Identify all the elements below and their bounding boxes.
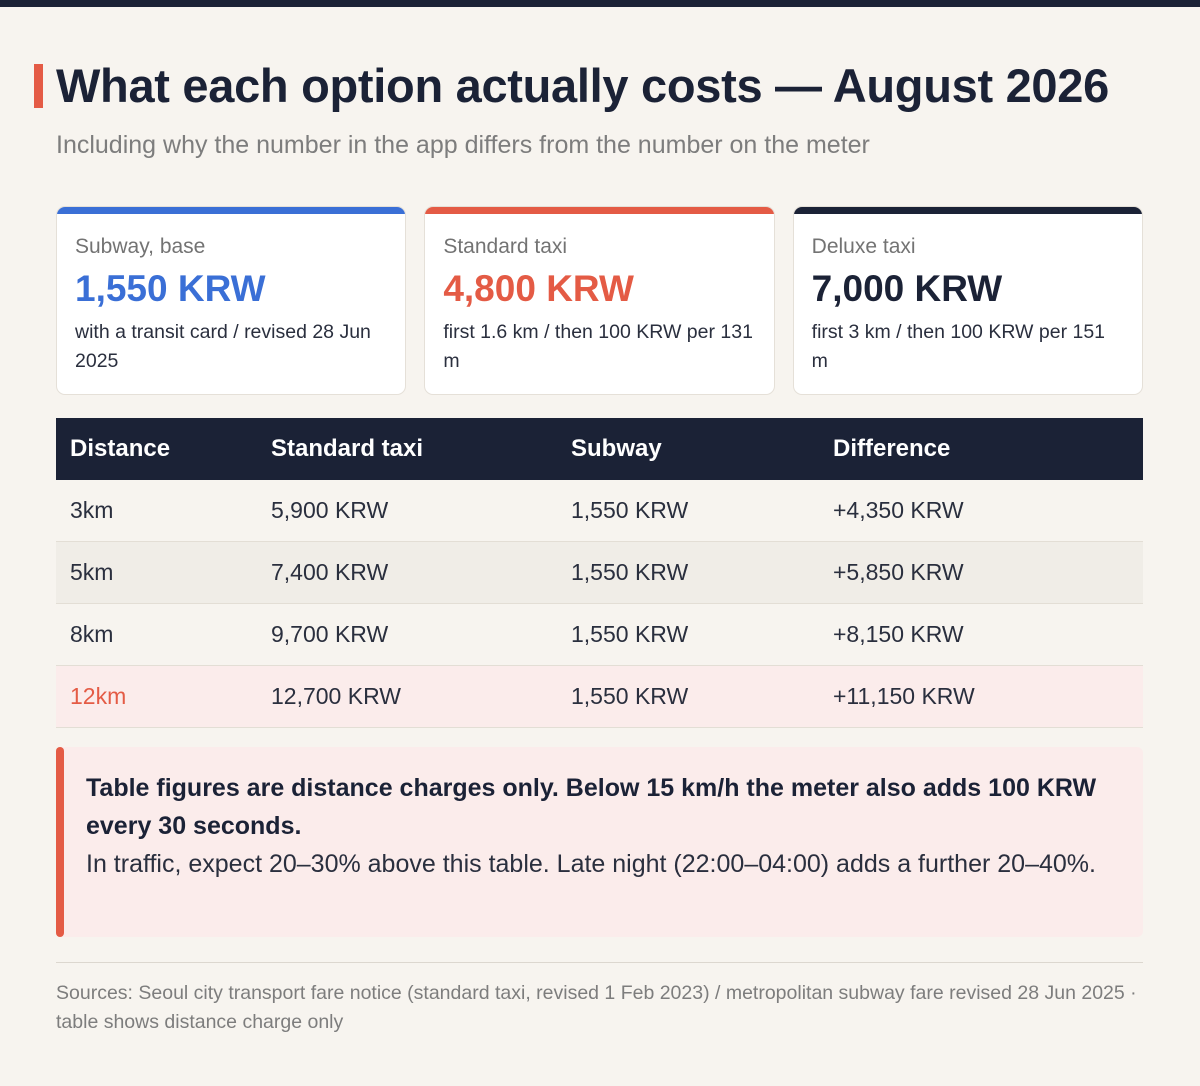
card-note: first 3 km / then 100 KRW per 151 m [811, 320, 1106, 372]
card-price: 1,550 KRW [75, 268, 266, 309]
table-row: 3km 5,900 KRW 1,550 KRW +4,350 KRW [56, 480, 1143, 542]
header-difference: Difference [833, 435, 951, 462]
card-label: Subway, base [75, 235, 206, 258]
cell-distance: 3km [70, 497, 114, 523]
title-row: What each option actually costs — August… [34, 58, 1164, 113]
sources-footer: Sources: Seoul city transport fare notic… [56, 982, 1137, 1033]
cell-subway: 1,550 KRW [571, 683, 689, 709]
cell-standard-taxi: 5,900 KRW [271, 497, 389, 523]
card-color-bar [57, 207, 406, 214]
cell-difference: +8,150 KRW [833, 621, 964, 647]
table-row: 8km 9,700 KRW 1,550 KRW +8,150 KRW [56, 604, 1143, 666]
card-note: first 1.6 km / then 100 KRW per 131 m [443, 320, 753, 372]
header-subway: Subway [571, 435, 662, 462]
cell-distance: 8km [70, 621, 114, 647]
cell-distance: 12km [70, 683, 127, 709]
card-price: 4,800 KRW [443, 268, 634, 309]
cell-subway: 1,550 KRW [571, 559, 689, 585]
callout-accent-bar [56, 747, 64, 937]
page-header: What each option actually costs — August… [34, 58, 1164, 160]
card-note: with a transit card / revised 28 Jun 202… [75, 320, 371, 372]
warning-callout: Table figures are distance charges only.… [56, 747, 1143, 937]
fare-comparison-table: Distance Standard taxi Subway Difference… [56, 418, 1143, 728]
cell-difference: +11,150 KRW [833, 683, 975, 709]
card-label: Deluxe taxi [811, 235, 916, 258]
card-color-bar [793, 207, 1142, 214]
callout-headline: Table figures are distance charges only.… [86, 774, 1097, 840]
table-header-row: Distance Standard taxi Subway Difference [56, 418, 1143, 480]
callout-body: In traffic, expect 20–30% above this tab… [86, 850, 1096, 878]
page-title: What each option actually costs — August… [56, 59, 1109, 112]
card-deluxe-taxi: Deluxe taxi 7,000 KRW first 3 km / then … [792, 206, 1143, 395]
card-color-bar [425, 207, 774, 214]
title-accent-mark [34, 63, 43, 108]
page-subtitle: Including why the number in the app diff… [56, 131, 870, 159]
top-accent-bar [0, 0, 1200, 7]
header-distance: Distance [70, 435, 171, 462]
cell-difference: +4,350 KRW [833, 497, 964, 523]
cell-standard-taxi: 7,400 KRW [271, 559, 389, 585]
card-label: Standard taxi [443, 235, 568, 258]
fare-cards: Subway, base 1,550 KRW with a transit ca… [56, 206, 1143, 395]
cell-subway: 1,550 KRW [571, 497, 689, 523]
cell-subway: 1,550 KRW [571, 621, 689, 647]
cell-difference: +5,850 KRW [833, 559, 964, 585]
card-standard-taxi: Standard taxi 4,800 KRW first 1.6 km / t… [424, 206, 775, 395]
card-subway: Subway, base 1,550 KRW with a transit ca… [56, 206, 407, 395]
footer-divider [56, 962, 1143, 963]
cell-standard-taxi: 9,700 KRW [271, 621, 389, 647]
cell-standard-taxi: 12,700 KRW [271, 683, 401, 709]
header-standard-taxi: Standard taxi [271, 435, 424, 462]
card-price: 7,000 KRW [811, 268, 1003, 309]
table-row: 5km 7,400 KRW 1,550 KRW +5,850 KRW [56, 542, 1143, 604]
cell-distance: 5km [70, 559, 114, 585]
table-row-highlighted: 12km 12,700 KRW 1,550 KRW +11,150 KRW [56, 666, 1143, 728]
